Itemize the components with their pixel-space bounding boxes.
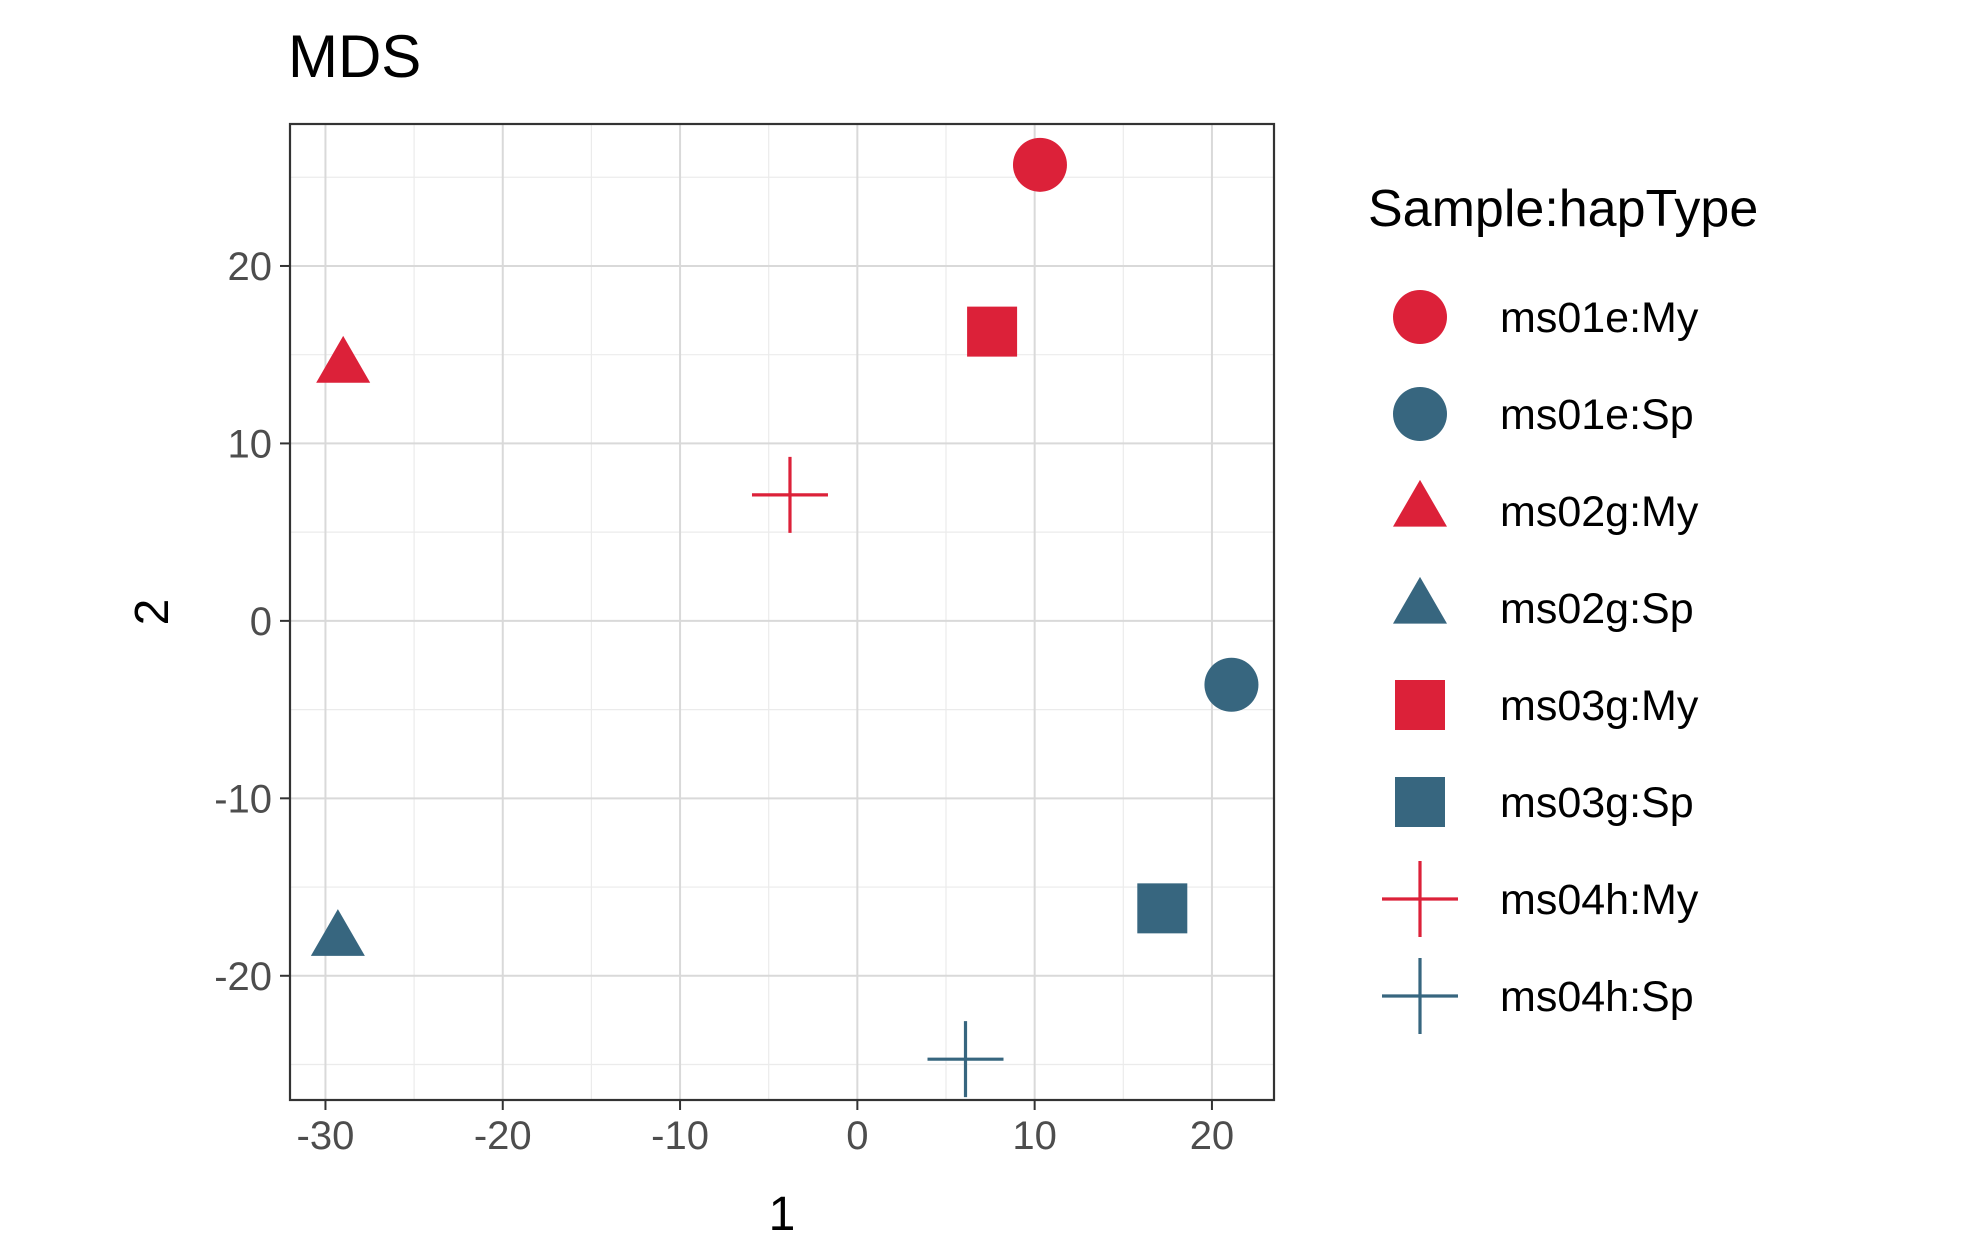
data-point-ms02g-my	[316, 335, 371, 383]
y-tick-label: 20	[228, 245, 273, 289]
x-axis-title: 1	[769, 1188, 796, 1241]
legend-items: ms01e:My ms01e:Sp ms02g:My ms02g:Sp ms03g:My…	[1382, 290, 1699, 1034]
x-tick-label: -30	[297, 1114, 355, 1158]
legend-label-ms01e-my: ms01e:My	[1500, 294, 1699, 342]
y-tick-label: 0	[250, 600, 272, 644]
data-point-ms04h-my	[751, 456, 828, 533]
y-tick-label: 10	[228, 422, 273, 466]
data-points	[310, 137, 1259, 1098]
x-tick-label: -20	[474, 1114, 532, 1158]
legend-key-ms02g-my	[1393, 479, 1447, 527]
legend-label-ms04h-my: ms04h:My	[1500, 876, 1699, 924]
legend-key-ms02g-sp	[1393, 576, 1447, 624]
legend-key-ms04h-sp	[1382, 958, 1458, 1034]
data-point-ms03g-my	[967, 306, 1018, 357]
x-tick-label: 0	[846, 1114, 868, 1158]
legend-label-ms02g-my: ms02g:My	[1500, 488, 1699, 536]
legend-key-ms03g-my	[1395, 680, 1445, 730]
plot-panel-border	[288, 122, 1276, 1102]
plot-background	[290, 124, 1274, 1100]
major-gridlines	[290, 124, 1274, 1100]
data-point-ms03g-sp	[1137, 883, 1188, 934]
minor-gridlines	[290, 124, 1274, 1100]
legend-key-ms04h-my	[1382, 861, 1458, 937]
y-axis-ticks: -20 -10 0 10 20	[214, 245, 290, 999]
chart-title: MDS	[288, 23, 421, 90]
y-tick-label: -20	[214, 955, 272, 999]
x-tick-label: 20	[1190, 1114, 1235, 1158]
legend-label-ms04h-sp: ms04h:Sp	[1500, 973, 1694, 1021]
data-point-ms01e-sp	[1204, 657, 1259, 712]
x-tick-label: 10	[1012, 1114, 1057, 1158]
legend: Sample:hapType ms01e:Myms01e:Spms02g:Mym…	[1368, 180, 1758, 1034]
legend-label-ms03g-sp: ms03g:Sp	[1500, 779, 1694, 827]
y-tick-label: -10	[214, 777, 272, 821]
legend-key-ms01e-my	[1393, 290, 1447, 344]
x-axis-ticks: -30 -20 -10 0 10 20	[297, 1100, 1235, 1158]
x-tick-label: -10	[651, 1114, 709, 1158]
legend-label-ms02g-sp: ms02g:Sp	[1500, 585, 1694, 633]
legend-key-ms03g-sp	[1395, 777, 1445, 827]
legend-title: Sample:hapType	[1368, 180, 1758, 238]
y-axis-title: 2	[126, 599, 179, 626]
legend-label-ms03g-my: ms03g:My	[1500, 682, 1699, 730]
data-point-ms04h-sp	[927, 1021, 1004, 1098]
data-point-ms01e-my	[1012, 137, 1067, 192]
data-point-ms02g-sp	[310, 909, 365, 956]
legend-key-ms01e-sp	[1393, 387, 1447, 441]
legend-label-ms01e-sp: ms01e:Sp	[1500, 391, 1694, 439]
